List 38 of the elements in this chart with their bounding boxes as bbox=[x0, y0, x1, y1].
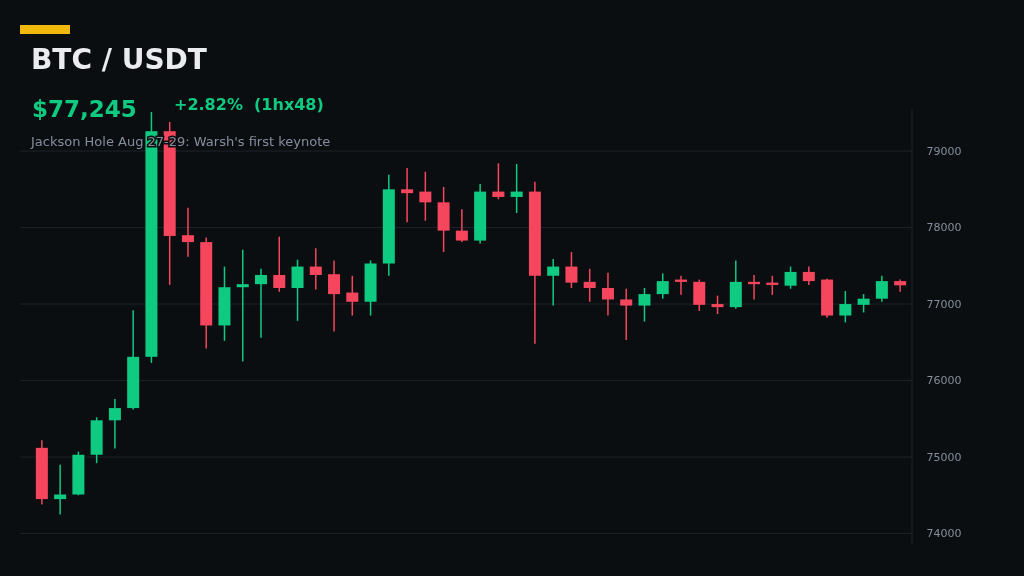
candlestick bbox=[273, 235, 286, 293]
candlestick bbox=[784, 265, 797, 290]
annotation: +2.82% (1hx48) bbox=[174, 95, 324, 114]
y-tick-label: 78000 bbox=[926, 221, 962, 235]
annotation: Jackson Hole Aug 27-29: Warsh's first keynote bbox=[30, 134, 331, 149]
candlestick bbox=[455, 208, 468, 243]
y-tick-label: 79000 bbox=[926, 144, 962, 158]
y-tick-label: 76000 bbox=[926, 374, 962, 388]
y-tick-label: 77000 bbox=[926, 297, 962, 311]
candlestick bbox=[108, 398, 121, 450]
candlestick bbox=[583, 268, 596, 303]
y-tick-label: 74000 bbox=[926, 527, 962, 541]
candlestick bbox=[547, 258, 560, 307]
candlestick bbox=[255, 268, 267, 339]
candlestick bbox=[875, 275, 888, 303]
candlestick bbox=[291, 258, 304, 322]
y-tick-label: 75000 bbox=[926, 450, 962, 464]
candlestick bbox=[656, 272, 669, 300]
candlestick bbox=[401, 167, 414, 223]
candlestick bbox=[711, 294, 724, 315]
candlestick bbox=[638, 287, 651, 323]
candlestick bbox=[620, 288, 633, 341]
candlestick bbox=[510, 163, 523, 214]
candlestick bbox=[328, 259, 341, 333]
candlestick bbox=[802, 265, 815, 286]
candlestick bbox=[309, 247, 322, 291]
candlestick bbox=[346, 275, 359, 317]
candlestick bbox=[492, 162, 505, 201]
candlestick bbox=[419, 170, 432, 222]
chart-title: BTC / USDT bbox=[31, 43, 207, 76]
chart-subtitle: $77,245 bbox=[32, 96, 137, 122]
candlestick bbox=[565, 251, 578, 289]
candlestick bbox=[839, 290, 852, 324]
candlestick bbox=[601, 271, 614, 317]
candlestick bbox=[181, 206, 194, 258]
candlestick bbox=[236, 248, 249, 363]
candlestick bbox=[857, 293, 870, 314]
candlestick bbox=[693, 278, 706, 312]
